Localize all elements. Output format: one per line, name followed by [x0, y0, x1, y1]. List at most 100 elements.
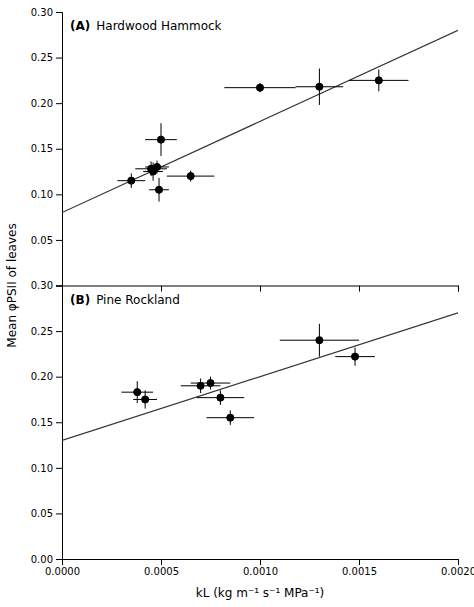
y-tick-mark	[56, 468, 62, 469]
point	[256, 84, 263, 91]
point	[375, 77, 382, 84]
y-tick-mark	[56, 194, 62, 195]
y-tick-label: 0.20	[31, 98, 53, 109]
y-axis-line	[56, 286, 63, 560]
x-axis-line	[63, 286, 459, 292]
x-tick: 0.0020	[441, 559, 474, 577]
point	[217, 394, 224, 401]
y-tick-mark	[56, 12, 62, 13]
x-tick: 0.0010	[243, 559, 278, 577]
y-tick-mark	[56, 103, 62, 104]
y-tick-label: 0.15	[31, 417, 53, 428]
panel-label: (A) Hardwood Hammock	[70, 19, 222, 33]
x-axis: 0.0000 0.0005 0.0010 0.0015 0.0020	[45, 559, 474, 577]
y-tick: 0.05	[31, 508, 62, 519]
panel: 0.00 0.05 0.10 0.15 0.20 0.25 0.30 0.0000 0.0005…	[31, 280, 474, 577]
y-tick-label: 0.20	[31, 371, 53, 382]
x-tick-mark	[359, 559, 360, 565]
point	[150, 168, 157, 175]
y-tick-mark	[56, 422, 62, 423]
y-tick-label: 0.25	[31, 52, 53, 63]
y-tick-label: 0.05	[31, 235, 53, 246]
y-tick-mark	[56, 377, 62, 378]
y-tick-mark	[56, 286, 62, 287]
panel-letter: (B)	[70, 293, 90, 307]
plot-area	[62, 313, 458, 441]
y-axis: 0.05 0.10 0.15 0.20 0.25 0.30	[31, 7, 63, 286]
y-axis: 0.00 0.05 0.10 0.15 0.20 0.25 0.30	[31, 280, 63, 565]
point	[316, 83, 323, 90]
y-tick-mark	[56, 149, 62, 150]
y-tick-mark	[56, 58, 62, 59]
y-tick-mark	[56, 331, 62, 332]
y-tick-label: 0.30	[31, 280, 53, 291]
y-tick: 0.15	[31, 143, 62, 154]
y-tick-label: 0.05	[31, 508, 53, 519]
panel-label: (B) Pine Rockland	[70, 293, 180, 307]
y-tick: 0.30	[31, 7, 62, 18]
panel-letter: (A)	[70, 19, 90, 33]
point	[157, 136, 164, 143]
panel-title: Pine Rockland	[96, 293, 180, 307]
point	[155, 186, 162, 193]
x-tick-label: 0.0000	[45, 566, 80, 577]
point	[351, 353, 358, 360]
y-axis-line	[56, 13, 63, 287]
plot-area	[62, 30, 458, 212]
x-axis-title: kL (kg m⁻¹ s⁻¹ MPa⁻¹)	[196, 586, 325, 600]
point	[187, 173, 194, 180]
point	[207, 379, 214, 386]
y-tick: 0.25	[31, 326, 62, 337]
y-tick: 0.05	[31, 235, 62, 246]
point	[316, 337, 323, 344]
x-tick-mark	[458, 559, 459, 565]
y-tick-label: 0.30	[31, 7, 53, 18]
y-tick-label: 0.10	[31, 463, 53, 474]
x-tick-mark	[161, 559, 162, 565]
x-tick-label: 0.0020	[441, 566, 474, 577]
y-tick: 0.30	[31, 280, 62, 291]
x-tick-mark	[458, 286, 459, 292]
y-tick: 0.20	[31, 371, 62, 382]
y-tick-mark	[56, 559, 62, 560]
y-tick-label: 0.10	[31, 189, 53, 200]
y-tick-label: 0.25	[31, 326, 53, 337]
x-tick	[161, 286, 162, 292]
x-tick-mark	[260, 559, 261, 565]
y-tick-mark	[56, 240, 62, 241]
chart: 0.05 0.10 0.15 0.20 0.25 0.30 (A) Hardwood Hamm…	[0, 0, 474, 607]
x-tick-label: 0.0015	[342, 566, 377, 577]
y-tick: 0.25	[31, 52, 62, 63]
y-tick: 0.15	[31, 417, 62, 428]
fit-line	[62, 30, 458, 212]
x-tick-label: 0.0010	[243, 566, 278, 577]
x-tick: 0.0005	[144, 559, 179, 577]
y-tick: 0.20	[31, 98, 62, 109]
x-axis	[63, 286, 459, 292]
y-tick: 0.00	[31, 554, 62, 565]
point	[128, 177, 135, 184]
x-tick-mark	[161, 286, 162, 292]
point	[134, 389, 141, 396]
y-tick: 0.10	[31, 189, 62, 200]
x-tick: 0.0015	[342, 559, 377, 577]
x-tick	[260, 286, 261, 292]
x-tick-mark	[260, 286, 261, 292]
point	[227, 414, 234, 421]
x-tick-mark	[359, 286, 360, 292]
panel: 0.05 0.10 0.15 0.20 0.25 0.30 (A) Hardwood Hamm…	[31, 7, 459, 292]
panel-title: Hardwood Hammock	[96, 19, 221, 33]
x-tick	[359, 286, 360, 292]
y-tick-label: 0.00	[31, 554, 53, 565]
y-tick-mark	[56, 513, 62, 514]
y-axis-title: Mean φPSII of leaves	[5, 223, 19, 347]
x-tick-mark	[62, 559, 63, 565]
x-tick-label: 0.0005	[144, 566, 179, 577]
point	[142, 396, 149, 403]
fit-line	[62, 313, 458, 441]
y-tick-label: 0.15	[31, 143, 53, 154]
x-axis-line	[63, 560, 459, 566]
x-tick: 0.0000	[45, 559, 80, 577]
y-tick: 0.10	[31, 463, 62, 474]
x-tick	[458, 286, 459, 292]
